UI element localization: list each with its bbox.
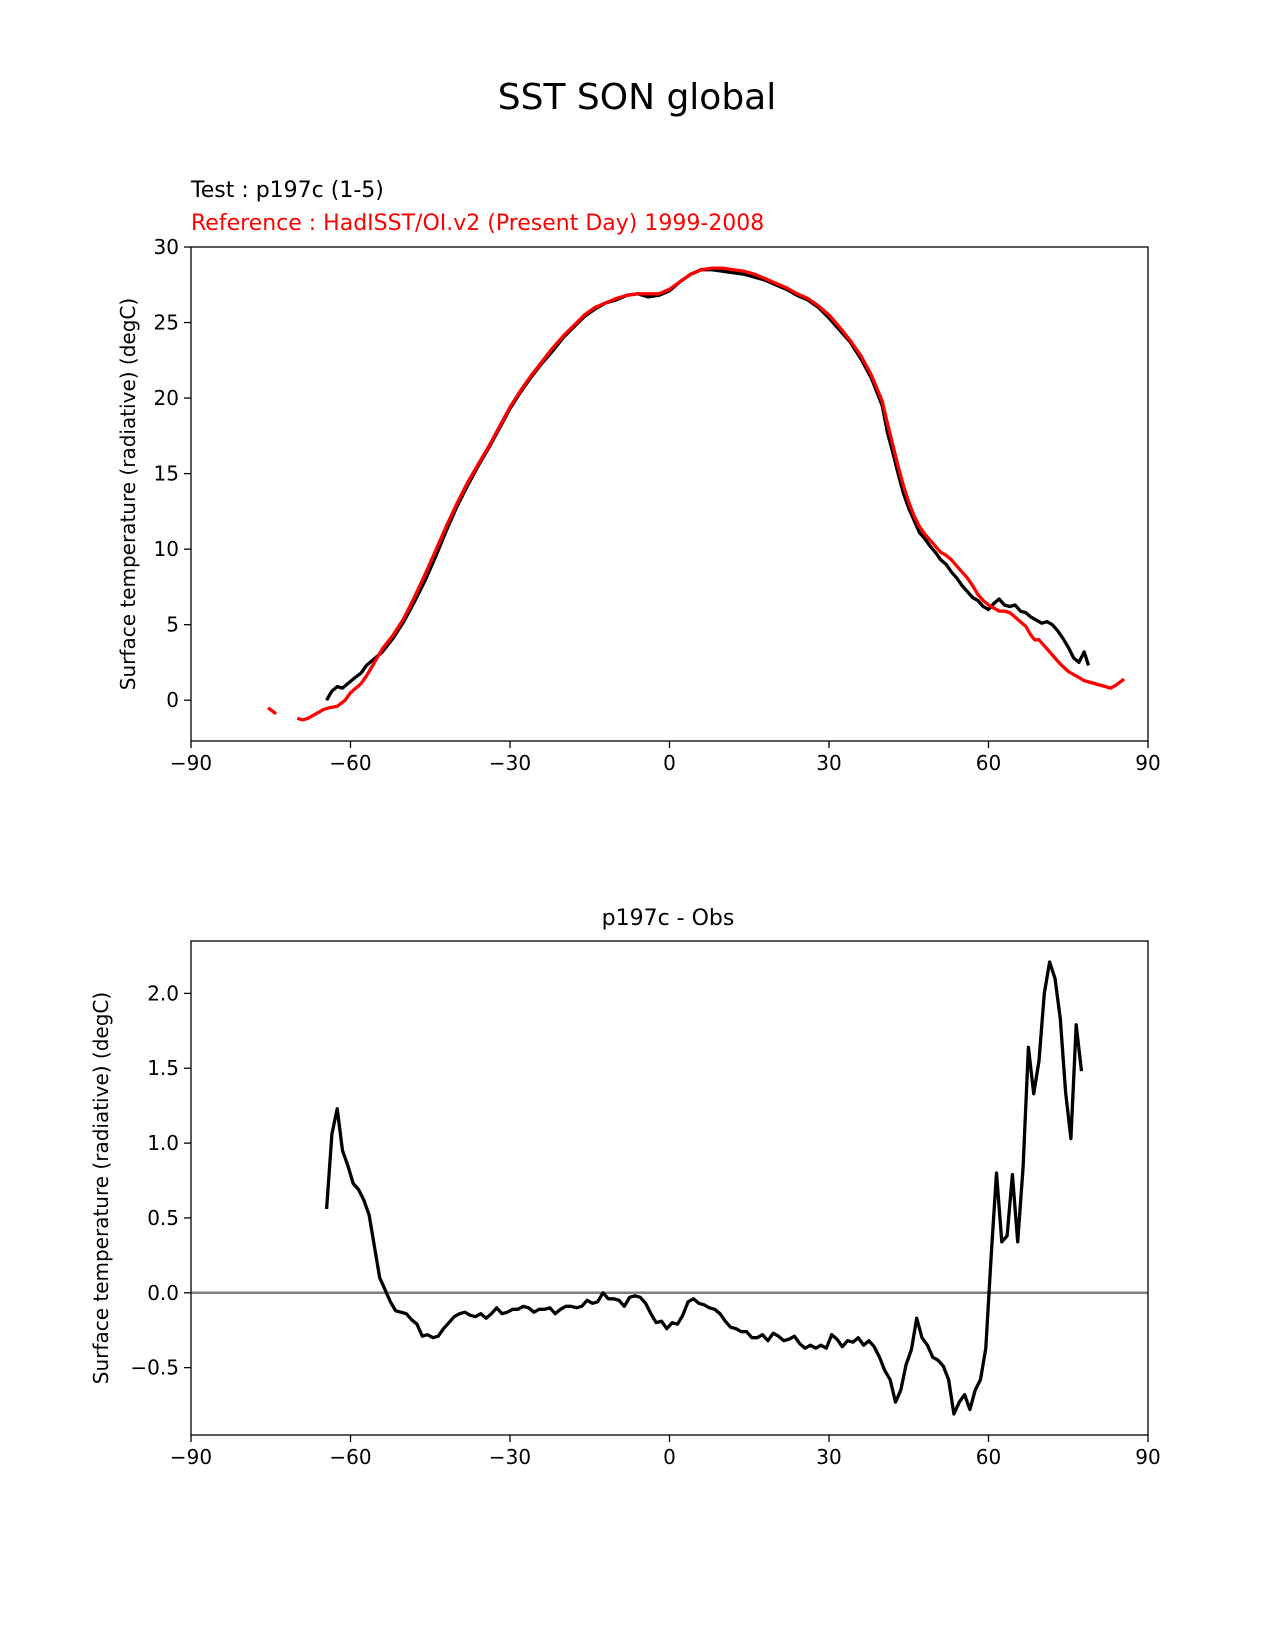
difference-title: p197c - Obs bbox=[602, 906, 735, 931]
bottom-x-tick-label: −30 bbox=[489, 1445, 531, 1469]
bottom-y-tick-label: 0.5 bbox=[147, 1206, 179, 1230]
top-y-tick-label: 20 bbox=[154, 386, 179, 410]
top-y-tick-label: 5 bbox=[166, 613, 179, 637]
top-x-tick-label: 90 bbox=[1135, 751, 1160, 775]
top-y-axis-label: Surface temperature (radiative) (degC) bbox=[116, 298, 140, 690]
top-y-tick-label: 30 bbox=[154, 235, 179, 259]
top-x-tick-label: 60 bbox=[976, 751, 1001, 775]
bottom-series-1-line-1 bbox=[324, 960, 1084, 1416]
top-y-tick-label: 10 bbox=[154, 537, 179, 561]
bottom-y-tick-label: 1.0 bbox=[147, 1131, 179, 1155]
top-x-tick-label: −90 bbox=[170, 751, 212, 775]
reference-label: Reference : HadISST/OI.v2 (Present Day) … bbox=[191, 211, 764, 236]
top-y-tick-label: 0 bbox=[166, 688, 179, 712]
figure-title: SST SON global bbox=[498, 77, 777, 118]
test-label: Test : p197c (1-5) bbox=[190, 178, 384, 203]
top-x-tick-label: −60 bbox=[329, 751, 371, 775]
top-x-tick-label: 0 bbox=[663, 751, 676, 775]
bottom-y-tick-label: 0.0 bbox=[147, 1281, 179, 1305]
top-x-tick-label: −30 bbox=[489, 751, 531, 775]
bottom-y-tick-label: −0.5 bbox=[130, 1356, 179, 1380]
bottom-x-tick-label: 90 bbox=[1135, 1445, 1160, 1469]
bottom-y-tick-label: 2.0 bbox=[147, 981, 179, 1005]
top-y-tick-label: 25 bbox=[154, 311, 179, 335]
top-panel: Test : p197c (1-5) Reference : HadISST/O… bbox=[116, 178, 1161, 775]
top-series-2-line-2 bbox=[296, 266, 1126, 722]
bottom-x-tick-label: −60 bbox=[329, 1445, 371, 1469]
bottom-panel: p197c - Obs Surface temperature (radiati… bbox=[89, 906, 1161, 1469]
bottom-x-tick-label: 60 bbox=[976, 1445, 1001, 1469]
bottom-y-tick-label: 1.5 bbox=[147, 1056, 179, 1080]
top-series-2-line-1 bbox=[267, 706, 278, 716]
bottom-x-tick-label: 30 bbox=[816, 1445, 841, 1469]
bottom-x-tick-label: 0 bbox=[663, 1445, 676, 1469]
bottom-x-tick-label: −90 bbox=[170, 1445, 212, 1469]
bottom-y-axis-label: Surface temperature (radiative) (degC) bbox=[89, 992, 113, 1384]
top-y-tick-label: 15 bbox=[154, 462, 179, 486]
top-x-tick-label: 30 bbox=[816, 751, 841, 775]
